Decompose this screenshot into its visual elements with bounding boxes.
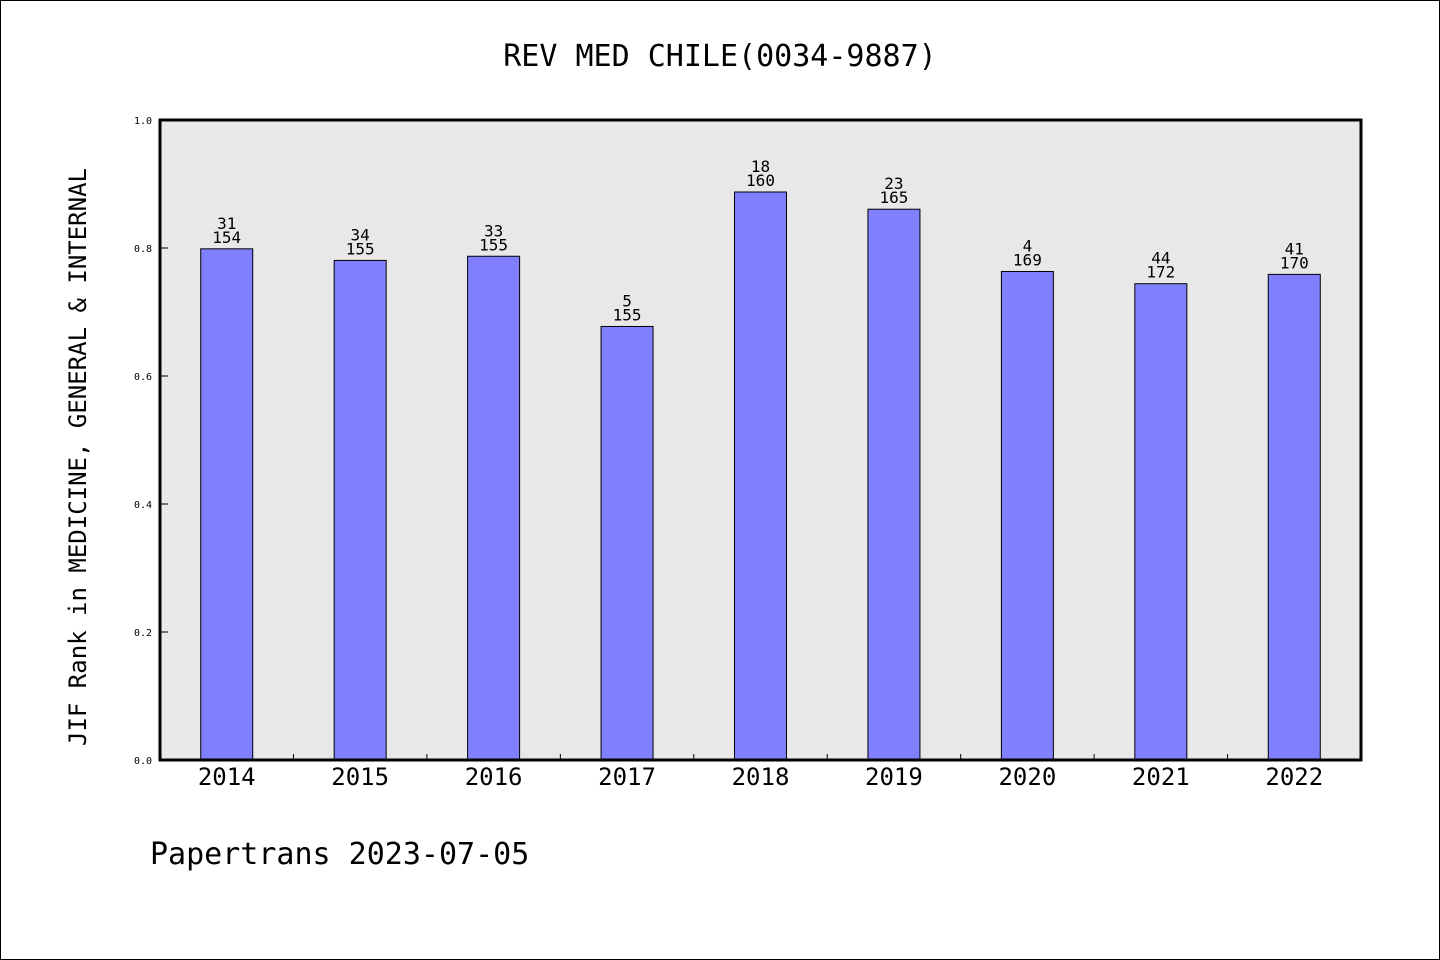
data-label-rank: 23 xyxy=(884,174,903,193)
data-label-total: 169 xyxy=(1013,250,1042,269)
y-tick-label: 0.4 xyxy=(134,500,152,511)
bar xyxy=(1000,270,1054,761)
bar xyxy=(867,208,921,761)
data-label-rank: 44 xyxy=(1151,249,1170,268)
footer-credit: Papertrans 2023-07-05 xyxy=(150,837,529,872)
x-tick-label: 2017 xyxy=(598,763,656,791)
data-label-rank: 4 xyxy=(1023,236,1033,255)
bar xyxy=(1134,283,1188,761)
bar xyxy=(200,248,254,761)
bar xyxy=(600,325,654,761)
bar xyxy=(1267,273,1321,761)
data-label-total: 165 xyxy=(879,188,908,207)
bar xyxy=(333,259,387,761)
y-axis-label: JIF Rank in MEDICINE, GENERAL & INTERNAL xyxy=(64,168,92,746)
data-label-rank: 33 xyxy=(484,221,503,240)
data-label-total: 155 xyxy=(479,235,508,254)
data-label-total: 154 xyxy=(212,228,241,247)
x-tick-label: 2021 xyxy=(1132,763,1190,791)
y-tick-label: 0.0 xyxy=(134,756,152,767)
data-label-rank: 5 xyxy=(622,291,632,310)
y-tick-label: 0.6 xyxy=(134,372,152,383)
bar xyxy=(734,191,787,761)
x-tick-label: 2020 xyxy=(998,763,1056,791)
x-tick-label: 2019 xyxy=(865,763,923,791)
ticks-layer: 0.00.20.40.60.81.02014311542015341552016… xyxy=(134,116,1323,791)
data-label-total: 160 xyxy=(746,171,775,190)
data-label-total: 155 xyxy=(613,305,642,324)
x-tick-label: 2022 xyxy=(1265,763,1323,791)
data-label-total: 155 xyxy=(346,239,375,258)
data-label-rank: 18 xyxy=(751,157,770,176)
y-tick-label: 1.0 xyxy=(134,116,152,127)
bar xyxy=(467,255,521,761)
y-tick-label: 0.8 xyxy=(134,244,152,255)
data-label-rank: 31 xyxy=(217,214,236,233)
plot-border xyxy=(158,118,1363,762)
data-label-rank: 41 xyxy=(1285,239,1304,258)
x-tick-label: 2014 xyxy=(198,763,256,791)
x-tick-label: 2016 xyxy=(465,763,523,791)
bars-layer xyxy=(200,191,1321,761)
data-label-rank: 34 xyxy=(351,225,370,244)
x-tick-label: 2015 xyxy=(331,763,389,791)
chart-title: REV MED CHILE(0034-9887) xyxy=(503,39,936,74)
data-label-total: 170 xyxy=(1280,253,1309,272)
y-tick-label: 0.2 xyxy=(134,628,152,639)
data-label-total: 172 xyxy=(1146,263,1175,282)
x-tick-label: 2018 xyxy=(732,763,790,791)
